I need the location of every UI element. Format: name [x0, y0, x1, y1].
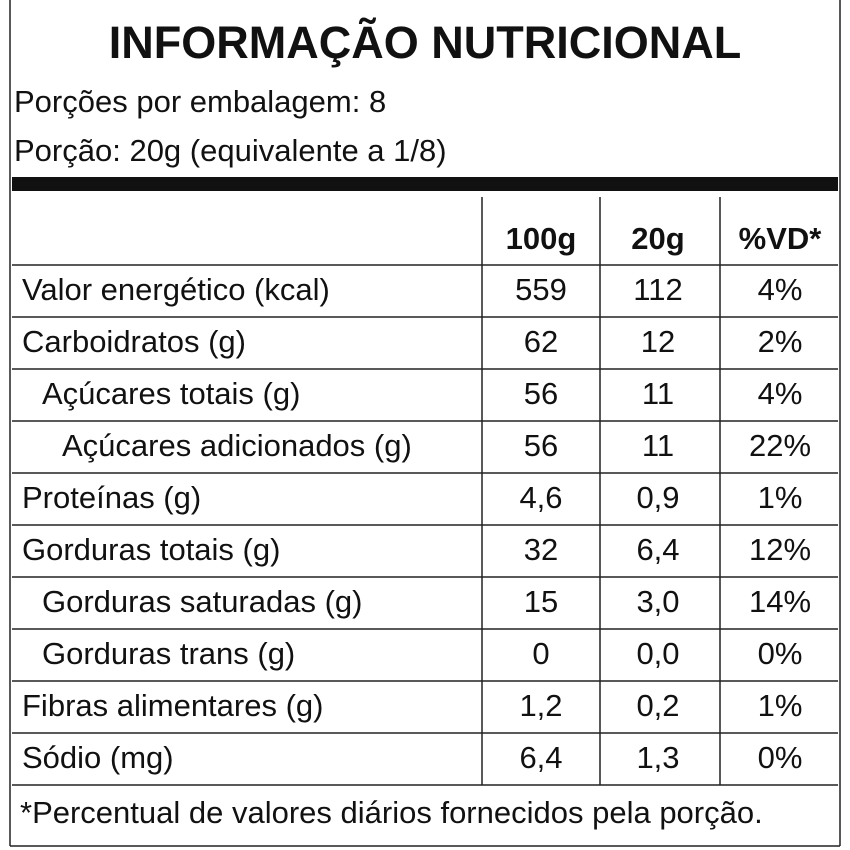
servings-per-package: Porções por embalagem: 8	[14, 84, 386, 119]
nutrient-value: 0	[532, 636, 549, 671]
nutrient-value: 4%	[758, 272, 803, 307]
nutrient-value: 12	[641, 324, 675, 359]
nutrient-value: 56	[524, 428, 558, 463]
column-header: 100g	[506, 221, 577, 256]
nutrient-value: 4%	[758, 376, 803, 411]
nutrient-value: 0,0	[636, 636, 679, 671]
nutrient-value: 1,2	[519, 688, 562, 723]
nutrient-value: 112	[633, 272, 682, 307]
nutrient-name: Carboidratos (g)	[22, 324, 246, 359]
nutrient-value: 0%	[758, 636, 803, 671]
nutrient-value: 6,4	[636, 532, 679, 567]
column-header: %VD*	[739, 221, 823, 256]
nutrient-value: 559	[515, 272, 567, 307]
nutrient-value: 1%	[758, 688, 803, 723]
thick-bar	[12, 177, 838, 191]
nutrient-value: 11	[642, 376, 674, 411]
nutrient-value: 32	[524, 532, 558, 567]
nutrient-name: Gorduras saturadas (g)	[42, 584, 362, 619]
nutrient-value: 0,9	[636, 480, 679, 515]
nutrient-value: 15	[524, 584, 558, 619]
title: INFORMAÇÃO NUTRICIONAL	[109, 17, 741, 68]
nutrient-value: 0,2	[636, 688, 679, 723]
nutrient-value: 11	[642, 428, 674, 463]
nutrient-name: Gorduras trans (g)	[42, 636, 295, 671]
nutrient-name: Fibras alimentares (g)	[22, 688, 323, 723]
nutrient-name: Sódio (mg)	[22, 740, 174, 775]
nutrient-value: 14%	[749, 584, 811, 619]
nutrient-value: 1,3	[636, 740, 679, 775]
nutrient-value: 12%	[749, 532, 811, 567]
nutrient-value: 62	[524, 324, 558, 359]
nutrient-value: 3,0	[636, 584, 679, 619]
nutrient-name: Proteínas (g)	[22, 480, 201, 515]
nutrient-value: 56	[524, 376, 558, 411]
column-header: 20g	[631, 221, 684, 256]
footnote: *Percentual de valores diários fornecido…	[20, 795, 763, 830]
nutrient-value: 2%	[758, 324, 803, 359]
nutrient-value: 0%	[758, 740, 803, 775]
nutrient-name: Gorduras totais (g)	[22, 532, 280, 567]
nutrient-name: Açúcares totais (g)	[42, 376, 300, 411]
nutrient-value: 4,6	[519, 480, 562, 515]
nutrient-name: Açúcares adicionados (g)	[62, 428, 412, 463]
nutrient-value: 22%	[749, 428, 811, 463]
nutrient-value: 6,4	[519, 740, 562, 775]
nutrient-value: 1%	[758, 480, 803, 515]
serving-size: Porção: 20g (equivalente a 1/8)	[14, 133, 447, 168]
nutrient-name: Valor energético (kcal)	[22, 272, 330, 307]
